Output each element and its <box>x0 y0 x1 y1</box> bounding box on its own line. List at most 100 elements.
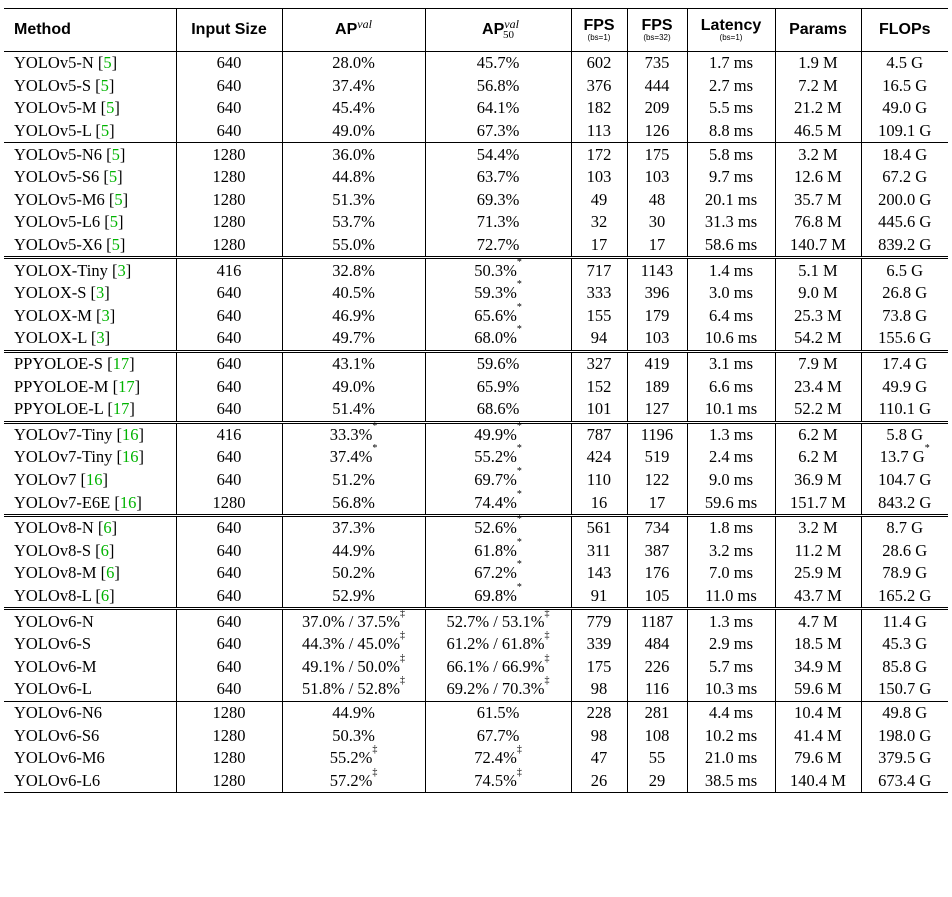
cell-params: 5.1 M <box>774 257 861 282</box>
citation-link[interactable]: 5 <box>106 98 115 118</box>
citation-link[interactable]: 6 <box>100 540 109 560</box>
cell-params: 10.4 M <box>774 701 861 725</box>
fps-bs32-value: 735 <box>644 53 670 73</box>
cell-method: YOLOv7-E6E [16] <box>14 492 142 512</box>
cell-fps-bs32: 176 <box>626 562 687 585</box>
citation-link[interactable]: 16 <box>119 492 137 512</box>
ap50-footnote-mark: * <box>516 488 522 500</box>
cell-method: YOLOX-Tiny [3] <box>14 260 132 280</box>
cell-params: 9.0 M <box>774 281 861 305</box>
table-row: YOLOv5-L6 [5] 1280 53.7% 71.3% 32 30 31.3 ms 76… <box>4 211 948 234</box>
fps-bs1-value: 47 <box>590 748 608 768</box>
ap-value: 50.3% <box>332 725 375 745</box>
citation-link[interactable]: 5 <box>109 212 119 232</box>
ap50-value: 67.2% <box>474 563 517 583</box>
cell-fps-bs32: 175 <box>626 142 687 166</box>
method-name: PPYOLOE-M <box>14 376 109 396</box>
fps-bs32-value: 484 <box>644 634 670 654</box>
latency-value: 10.6 ms <box>704 328 758 348</box>
input-size-value: 640 <box>216 121 242 141</box>
ap-value: 49.1% / 50.0% <box>301 656 401 676</box>
fps-bs1-value: 155 <box>586 305 612 325</box>
cell-ap50: 61.5% <box>424 701 571 725</box>
fps-bs32-value: 209 <box>644 98 670 118</box>
citation-link[interactable]: 17 <box>118 376 135 396</box>
latency-value: 5.5 ms <box>708 98 753 118</box>
fps-bs1-value: 339 <box>586 634 612 654</box>
table-row: YOLOv6-M6 1280 55.2%‡ 72.4%‡ 47 55 21.0 ms 79.6… <box>4 745 948 770</box>
citation-link[interactable]: 6 <box>106 563 115 583</box>
fps-bs32-value: 419 <box>644 354 670 374</box>
params-value: 25.9 M <box>794 563 842 583</box>
ap-footnote-mark: * <box>372 443 378 455</box>
cell-method: YOLOv6-M <box>4 655 176 678</box>
method-name: YOLOv6-L <box>14 679 92 699</box>
fps-bs32-value: 226 <box>644 656 670 676</box>
fps-bs1-value: 98 <box>590 679 608 699</box>
citation-link[interactable]: 17 <box>112 354 130 374</box>
citation-link[interactable]: 5 <box>108 167 118 187</box>
cell-latency: 2.9 ms <box>686 632 775 656</box>
ap-value: 44.8% <box>332 167 375 187</box>
cell-fps-bs1: 333 <box>570 281 627 305</box>
params-value: 140.4 M <box>790 770 846 790</box>
cell-ap50: 74.4%* <box>424 488 571 516</box>
cell-ap50: 54.4% <box>424 142 571 166</box>
citation-link[interactable]: 5 <box>114 189 123 209</box>
citation-link[interactable]: 3 <box>101 305 110 325</box>
cell-input-size: 640 <box>175 304 282 328</box>
ap-value: 40.5% <box>332 283 375 303</box>
input-size-value: 640 <box>216 563 242 583</box>
citation-link[interactable]: 17 <box>112 399 130 419</box>
cell-flops: 13.7 G* <box>860 444 948 469</box>
cell-ap: 55.2%‡ <box>281 745 425 770</box>
fps-bs32-value: 126 <box>644 121 670 141</box>
cell-input-size: 1280 <box>175 491 282 516</box>
citation-link[interactable]: 5 <box>100 121 110 141</box>
table-row: YOLOv8-S [6] 640 44.9% 61.8%* 311 387 3.2 ms 11… <box>4 537 948 563</box>
citation-link[interactable]: 5 <box>111 144 120 164</box>
ap-value: 49.7% <box>332 328 375 348</box>
citation-link[interactable]: 3 <box>117 260 126 280</box>
cell-flops: 18.4 G <box>860 142 948 166</box>
input-size-value: 1280 <box>212 212 246 232</box>
citation-link[interactable]: 6 <box>100 585 110 605</box>
latency-value: 1.4 ms <box>708 260 753 280</box>
fps-bs32-value: 103 <box>644 167 670 187</box>
flops-value: 839.2 G <box>878 235 932 255</box>
cell-fps-bs1: 152 <box>570 375 627 398</box>
cell-input-size: 1280 <box>175 769 282 793</box>
cell-fps-bs32: 396 <box>626 281 687 305</box>
flops-value: 109.1 G <box>878 121 932 141</box>
citation-link[interactable]: 3 <box>96 283 105 303</box>
cell-method: YOLOv5-S6 [5] <box>14 167 123 187</box>
citation-link[interactable]: 6 <box>103 518 112 538</box>
citation-link[interactable]: 16 <box>85 469 103 489</box>
cell-method: YOLOv6-N <box>4 609 176 633</box>
citation-link[interactable]: 5 <box>100 75 109 95</box>
cell-ap50: 69.7%* <box>424 466 571 492</box>
citation-link[interactable]: 3 <box>96 328 105 348</box>
cell-ap: 46.9% <box>281 304 425 328</box>
ap50-value: 68.6% <box>476 399 520 419</box>
fps-bs1-value: 101 <box>586 399 612 419</box>
citation-link[interactable]: 16 <box>122 447 139 467</box>
input-size-value: 640 <box>216 518 242 538</box>
flops-value: 379.5 G <box>878 748 932 768</box>
citation-link[interactable]: 5 <box>111 235 120 255</box>
citation-link[interactable]: 16 <box>122 424 139 444</box>
cell-flops: 673.4 G <box>860 769 948 793</box>
citation-link[interactable]: 5 <box>103 53 112 73</box>
cell-ap: 33.3%* <box>281 421 425 447</box>
fps-bs1-value: 103 <box>586 167 612 187</box>
input-size-value: 640 <box>216 447 242 467</box>
cell-flops: 73.8 G <box>860 304 948 328</box>
cell-ap50: 72.7% <box>424 233 571 258</box>
cell-ap50: 65.6%* <box>424 302 571 328</box>
header-ap-val: APval <box>281 8 425 52</box>
params-value: 12.6 M <box>794 167 842 187</box>
fps-bs1-value: 26 <box>590 770 608 790</box>
latency-value: 4.4 ms <box>708 702 753 722</box>
input-size-value: 640 <box>216 283 242 303</box>
cell-input-size: 640 <box>175 281 282 305</box>
